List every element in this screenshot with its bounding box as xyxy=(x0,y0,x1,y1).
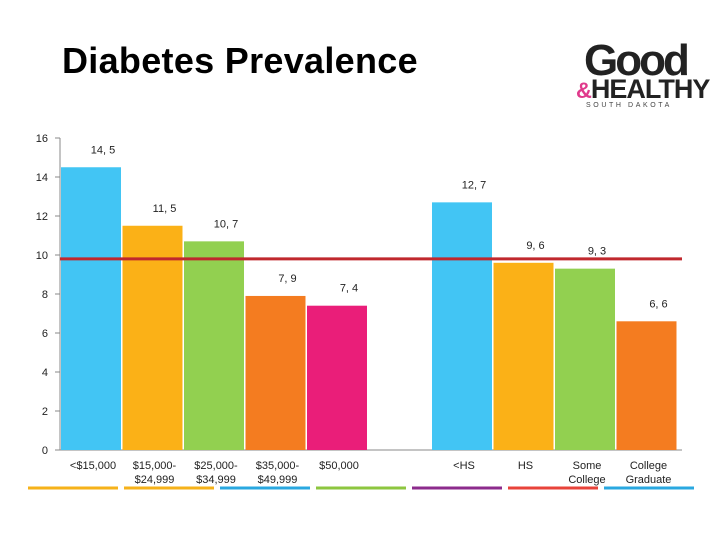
bar-value-label: 14, 5 xyxy=(91,144,115,156)
y-tick-label: 12 xyxy=(36,211,48,223)
bar-value-label: 9, 6 xyxy=(526,240,544,252)
bar xyxy=(122,225,183,450)
bar-value-label: 6, 6 xyxy=(649,298,667,310)
bar xyxy=(555,268,615,450)
x-tick-label: $15,000- xyxy=(133,460,177,472)
chart-title: Diabetes Prevalence xyxy=(62,40,418,81)
y-tick-label: 2 xyxy=(42,406,48,418)
x-tick-label: <HS xyxy=(453,460,475,472)
logo-healthy-line: &HEALTHY xyxy=(576,74,710,105)
x-tick-label: HS xyxy=(518,460,533,472)
bar xyxy=(493,262,554,450)
x-tick-label: $25,000- xyxy=(194,460,238,472)
bar-value-label: 9, 3 xyxy=(588,246,606,258)
x-tick-label: <$15,000 xyxy=(70,460,116,472)
y-tick-label: 0 xyxy=(42,445,48,457)
bar-value-label: 7, 4 xyxy=(340,283,358,295)
y-tick-label: 8 xyxy=(42,289,48,301)
logo-good-text: Good xyxy=(584,36,690,85)
bar-value-label: 7, 9 xyxy=(278,273,296,285)
bar xyxy=(307,305,367,450)
bar xyxy=(61,167,121,450)
x-tick-label: $49,999 xyxy=(258,474,298,486)
logo-healthy-text: HEALTHY xyxy=(590,74,710,104)
y-tick-label: 16 xyxy=(36,133,48,145)
x-tick-label: $34,999 xyxy=(196,474,236,486)
bar-value-label: 10, 7 xyxy=(214,218,238,230)
x-tick-label: $24,999 xyxy=(135,474,175,486)
y-tick-label: 14 xyxy=(36,172,48,184)
bar xyxy=(616,321,677,450)
y-tick-label: 4 xyxy=(42,367,48,379)
x-tick-label: College xyxy=(630,460,667,472)
bar xyxy=(184,241,244,450)
x-tick-label: Graduate xyxy=(626,474,672,486)
good-and-healthy-logo: Good &HEALTHY SOUTH DAKOTA xyxy=(576,36,710,116)
bar xyxy=(432,202,492,450)
x-tick-label: College xyxy=(568,474,605,486)
bar xyxy=(245,295,306,450)
x-tick-label: Some xyxy=(573,460,602,472)
x-tick-label: $50,000 xyxy=(319,460,359,472)
bar-value-label: 11, 5 xyxy=(153,203,177,215)
bar-value-label: 12, 7 xyxy=(462,179,486,191)
logo-ampersand: & xyxy=(576,78,592,103)
y-tick-label: 6 xyxy=(42,328,48,340)
y-tick-label: 10 xyxy=(36,250,48,262)
x-tick-label: $35,000- xyxy=(256,460,300,472)
logo-tagline: SOUTH DAKOTA xyxy=(586,102,672,109)
